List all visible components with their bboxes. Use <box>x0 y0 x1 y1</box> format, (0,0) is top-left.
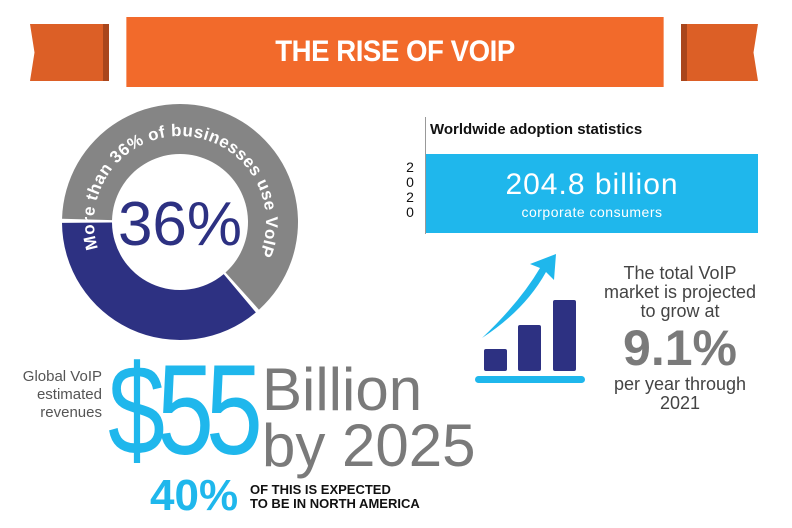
north-america-text: OF THIS IS EXPECTED TO BE IN NORTH AMERI… <box>250 483 420 511</box>
growth-text: The total VoIP market is projected to gr… <box>595 264 765 413</box>
revenue-unit-line2: by 2025 <box>262 412 476 479</box>
donut-arc-glyph: s <box>192 122 205 143</box>
growth-text-before: The total VoIP market is projected to gr… <box>603 263 757 321</box>
revenue-amount: $55 <box>108 339 263 482</box>
growth-percent: 9.1% <box>623 320 737 376</box>
donut-rest-arc <box>62 103 298 310</box>
icon-bar-2 <box>518 325 541 371</box>
north-america-percent: 40% <box>150 471 239 520</box>
adoption-label: corporate consumers <box>521 204 663 220</box>
donut-filled-arc <box>62 222 256 341</box>
north-america-line2: TO BE IN NORTH AMERICA <box>250 496 420 511</box>
donut-arc-glyph: V <box>262 217 281 229</box>
year-digit: 0 <box>406 174 414 190</box>
icon-base <box>475 376 585 383</box>
ribbon-tail-right <box>683 24 758 81</box>
growth-text-after: per year through 2021 <box>613 374 747 413</box>
growth-arrow <box>482 254 556 338</box>
donut-arc-glyph: e <box>79 205 99 217</box>
donut-percent-label: 36% <box>118 190 242 259</box>
year-digit: 2 <box>406 189 414 205</box>
donut-arc-glyph: I <box>259 238 279 247</box>
donut-arc-glyph: r <box>79 216 98 223</box>
year-digit: 0 <box>406 204 414 220</box>
banner-title: THE RISE OF VOIP <box>126 17 664 87</box>
adoption-stat-box: 204.8 billion corporate consumers <box>426 154 758 233</box>
donut-arc-glyph: b <box>171 121 182 140</box>
revenue-unit: Billion by 2025 <box>262 356 476 479</box>
axis-line <box>425 117 426 234</box>
donut-arc-glyph: e <box>260 199 280 212</box>
adoption-title: Worldwide adoption statistics <box>430 121 643 138</box>
revenue-label: Global VoIP estimated revenues <box>22 368 102 421</box>
ribbon-fold-left <box>103 24 109 81</box>
donut-arc-glyph: o <box>79 224 99 236</box>
year-digit: 2 <box>406 159 414 175</box>
donut-arc-glyph: f <box>157 122 167 142</box>
north-america-line1: OF THIS IS EXPECTED <box>250 482 391 497</box>
icon-bar-1 <box>484 349 507 371</box>
donut-arc-glyph: M <box>80 234 102 252</box>
adoption-value: 204.8 billion <box>505 168 679 201</box>
ribbon-fold-right <box>681 24 687 81</box>
donut-arc-glyph: i <box>201 125 211 145</box>
revenue-unit-line1: Billion <box>262 356 423 423</box>
icon-bar-3 <box>553 300 576 371</box>
ribbon-tail-left <box>30 24 105 81</box>
donut-arc-glyph: u <box>182 121 194 141</box>
donut-arc-glyph: o <box>261 228 281 241</box>
bar-chart-growth-arrow-icon <box>475 254 585 383</box>
donut-arc-glyph: t <box>82 192 102 203</box>
